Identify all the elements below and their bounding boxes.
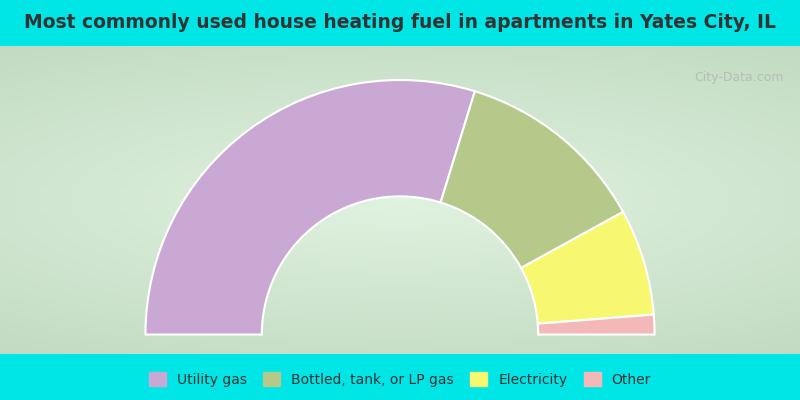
Wedge shape	[146, 80, 475, 334]
Wedge shape	[521, 212, 654, 324]
Legend: Utility gas, Bottled, tank, or LP gas, Electricity, Other: Utility gas, Bottled, tank, or LP gas, E…	[142, 365, 658, 394]
Text: Most commonly used house heating fuel in apartments in Yates City, IL: Most commonly used house heating fuel in…	[24, 14, 776, 32]
Wedge shape	[441, 91, 623, 268]
Wedge shape	[538, 314, 654, 334]
Text: City-Data.com: City-Data.com	[694, 71, 784, 84]
